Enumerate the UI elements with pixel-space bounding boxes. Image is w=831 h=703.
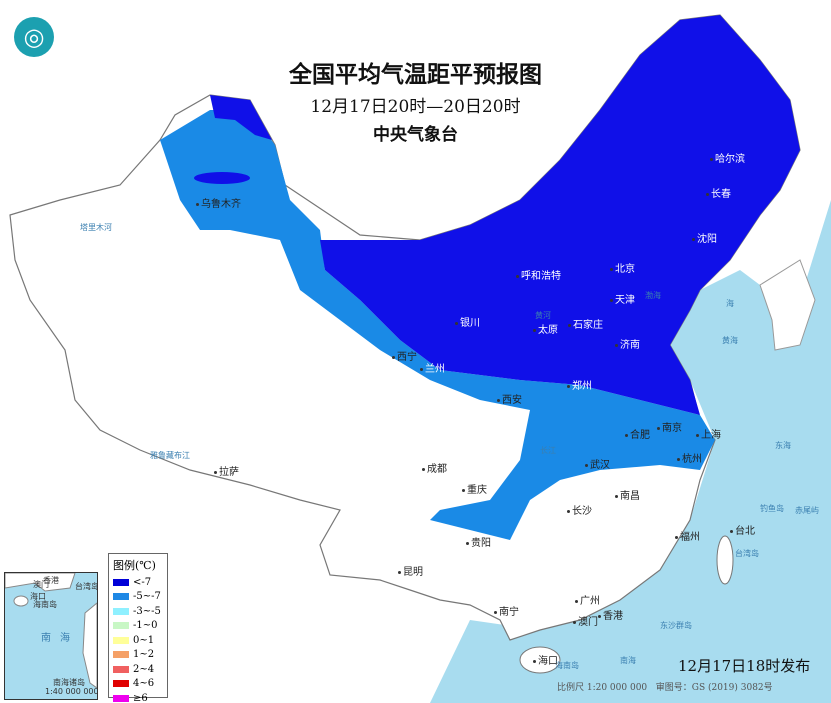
scale-text: 比例尺 1:20 000 000 审图号：GS (2019) 3082号	[557, 683, 773, 693]
legend-item: 1~2	[113, 648, 163, 663]
taiwan-island	[716, 535, 734, 585]
city-label: 台北	[730, 522, 755, 537]
issuer: 中央气象台	[373, 125, 458, 145]
city-label: 海口	[533, 652, 558, 667]
city-label: 长春	[706, 185, 731, 200]
legend: 图例(℃) <-7 -5~-7 -3~-5 -1~0 0~1 1~2 2~4 4…	[108, 553, 168, 703]
legend-item: ≥6	[113, 691, 163, 703]
forecast-period: 12月17日20时—20日20时	[310, 97, 521, 117]
city-label: 南昌	[615, 487, 640, 502]
city-label: 拉萨	[214, 463, 239, 478]
river-label: 雅鲁藏布江	[150, 451, 190, 460]
city-label: 银川	[455, 314, 480, 329]
city-label: 香港	[598, 607, 623, 622]
river-label: 塔里木河	[80, 223, 112, 232]
city-label: 合肥	[625, 426, 650, 441]
city-label: 澳门	[573, 613, 598, 628]
river-label: 长江	[540, 446, 556, 455]
island-label: 台湾岛	[735, 549, 759, 558]
legend-item: <-7	[113, 575, 163, 590]
city-label: 南京	[657, 419, 682, 434]
korea-peninsula	[759, 259, 816, 351]
city-label: 武汉	[585, 456, 610, 471]
city-label: 杭州	[677, 450, 702, 465]
legend-item: 4~6	[113, 677, 163, 692]
island-label: 东沙群岛	[660, 621, 692, 630]
map-title: 全国平均气温距平预报图	[289, 61, 542, 88]
city-label: 南宁	[494, 603, 519, 618]
legend-title: 图例(℃)	[113, 559, 156, 572]
cma-logo: ◎	[14, 17, 54, 57]
island-label: 海南岛	[555, 661, 579, 670]
island-label: 赤尾屿	[795, 506, 819, 515]
city-label: 西安	[497, 391, 522, 406]
city-label: 呼和浩特	[516, 267, 561, 282]
legend-item: -5~-7	[113, 590, 163, 605]
anomaly-below-7-xinjiang	[210, 95, 272, 140]
city-label: 广州	[575, 592, 600, 607]
city-label: 重庆	[462, 481, 487, 496]
city-label: 沈阳	[692, 230, 717, 245]
legend-item: -3~-5	[113, 604, 163, 619]
south-china-sea-inset: 香港 澳门 台湾岛 海口 海南岛 南 海 南海诸岛 1:40 000 000	[4, 572, 98, 700]
city-label: 兰州	[420, 360, 445, 375]
city-label: 贵阳	[466, 534, 491, 549]
city-label: 西宁	[392, 348, 417, 363]
city-label: 乌鲁木齐	[196, 195, 241, 210]
sea-label: 渤海	[645, 291, 661, 300]
sea-label: 东海	[775, 441, 791, 450]
anomaly-below-7-patch	[194, 172, 250, 184]
city-label: 太原	[533, 321, 558, 336]
sea-label: 南海	[620, 656, 636, 665]
legend-item: 0~1	[113, 633, 163, 648]
city-label: 石家庄	[568, 316, 603, 331]
river-label: 黄河	[535, 311, 551, 320]
city-label: 北京	[610, 260, 635, 275]
anomaly-below-7	[320, 15, 800, 415]
anomaly-5-to-7	[160, 110, 715, 540]
city-label: 天津	[610, 291, 635, 306]
city-label: 郑州	[567, 377, 592, 392]
city-label: 昆明	[398, 563, 423, 578]
legend-item: 2~4	[113, 662, 163, 677]
sea-label: 黄海	[722, 336, 738, 345]
city-label: 成都	[422, 460, 447, 475]
legend-item: -1~0	[113, 619, 163, 634]
map-review-number: 审图号：GS (2019) 3082号	[655, 683, 773, 693]
city-label: 济南	[615, 336, 640, 351]
city-label: 上海	[696, 426, 721, 441]
city-label: 福州	[675, 528, 700, 543]
island-label: 钓鱼岛	[760, 504, 784, 513]
issue-time: 12月17日18时发布	[678, 657, 811, 675]
inset-map	[5, 573, 97, 689]
city-label: 哈尔滨	[710, 150, 745, 165]
sea-label: 海	[726, 299, 734, 308]
city-label: 长沙	[567, 502, 592, 517]
